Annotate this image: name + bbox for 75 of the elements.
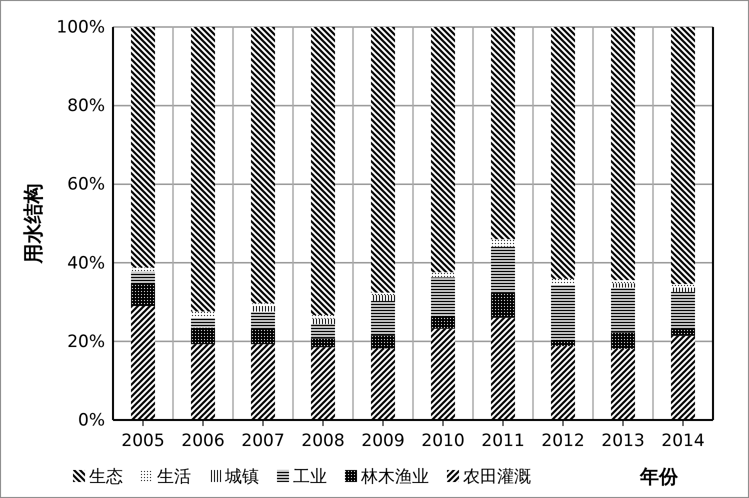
bar (491, 318, 515, 420)
bar (611, 280, 635, 284)
x-tick-label: 2012 (541, 431, 585, 452)
bar (371, 27, 395, 293)
legend-label: 工业 (293, 467, 327, 487)
bar (251, 303, 275, 306)
bar (131, 27, 155, 268)
bar (311, 318, 335, 324)
legend-label: 城镇 (224, 467, 259, 487)
bar (671, 284, 695, 288)
bar (191, 317, 215, 328)
x-tick-label: 2010 (421, 431, 465, 452)
bar (431, 277, 455, 316)
bar (671, 27, 695, 284)
bar (251, 27, 275, 304)
bar (551, 340, 575, 346)
bar (611, 288, 635, 332)
bar (431, 272, 455, 278)
bar (551, 27, 575, 279)
bar (611, 283, 635, 288)
bar (371, 295, 395, 301)
bar (491, 292, 515, 318)
x-tick-label: 2008 (301, 431, 345, 452)
x-tick-label: 2011 (481, 431, 525, 452)
bar (191, 328, 215, 344)
bar (191, 344, 215, 420)
x-tick-label: 2009 (361, 431, 405, 452)
legend-label: 生活 (157, 467, 191, 487)
y-tick-label: 0% (78, 410, 105, 430)
x-tick-label: 2014 (661, 431, 705, 452)
x-tick-label: 2007 (241, 431, 285, 452)
bar (551, 284, 575, 340)
y-tick-label: 80% (67, 96, 105, 116)
y-axis-title: 用水结构 (21, 184, 45, 264)
bar (131, 272, 155, 284)
bar (671, 288, 695, 292)
bar (431, 316, 455, 329)
bar (431, 328, 455, 420)
bar (131, 284, 155, 306)
bar (311, 27, 335, 316)
y-tick-label: 40% (67, 253, 105, 274)
bar (371, 335, 395, 348)
bar (371, 348, 395, 420)
legend-label: 生态 (89, 467, 123, 487)
x-tick-label: 2006 (181, 431, 225, 452)
y-tick-label: 20% (67, 332, 105, 352)
bar (671, 328, 695, 336)
bar (671, 336, 695, 420)
y-tick-label: 60% (67, 174, 105, 195)
bar (671, 292, 695, 328)
y-tick-label: 100% (56, 17, 105, 38)
bar (251, 306, 275, 312)
bar (311, 315, 335, 319)
bar (491, 246, 515, 292)
bar (371, 292, 395, 296)
bar (251, 328, 275, 344)
bar (311, 338, 335, 348)
bar (551, 346, 575, 420)
x-tick-label: 2005 (121, 431, 165, 452)
legend-label: 林木渔业 (360, 467, 429, 487)
x-tick-label: 2013 (601, 431, 645, 452)
x-axis-title: 年份 (639, 466, 679, 488)
bar (311, 324, 335, 338)
bar (251, 312, 275, 328)
bar (491, 27, 515, 240)
bar (191, 27, 215, 312)
bar (611, 27, 635, 280)
bar (371, 300, 395, 336)
bar (311, 347, 335, 420)
bar (431, 27, 455, 272)
bar (611, 348, 635, 420)
bar (131, 306, 155, 420)
bar (611, 332, 635, 349)
bar (251, 344, 275, 420)
legend-label: 农田灌溉 (463, 467, 531, 487)
